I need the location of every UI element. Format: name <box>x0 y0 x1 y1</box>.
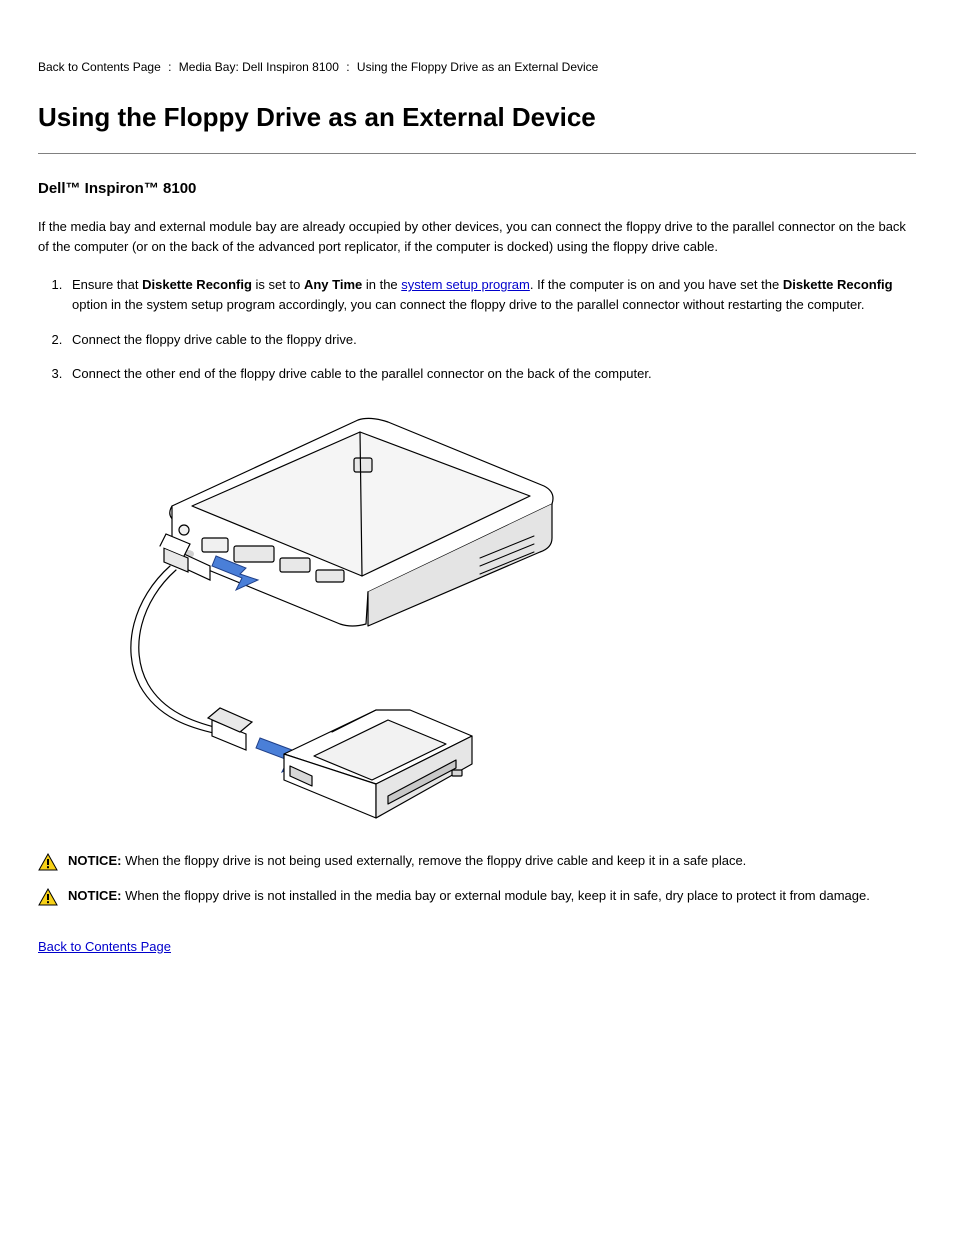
figure-wrap <box>100 398 916 843</box>
notice-2-text: NOTICE: When the floppy drive is not ins… <box>68 886 870 906</box>
notice-2-body: When the floppy drive is not installed i… <box>121 888 869 903</box>
notice-1: NOTICE: When the floppy drive is not bei… <box>38 851 916 876</box>
step-3: Connect the other end of the floppy driv… <box>66 364 916 384</box>
horizontal-rule <box>38 153 916 154</box>
back-link-wrap: Back to Contents Page <box>38 939 916 954</box>
step-1: Ensure that Diskette Reconfig is set to … <box>66 275 916 315</box>
step-1-bold-c: Diskette Reconfig <box>783 277 893 292</box>
notice-1-text: NOTICE: When the floppy drive is not bei… <box>68 851 746 871</box>
step-1-text-b: is set to <box>252 277 304 292</box>
system-setup-link[interactable]: system setup program <box>401 277 530 292</box>
notice-1-body: When the floppy drive is not being used … <box>121 853 746 868</box>
connection-diagram <box>100 398 560 838</box>
breadcrumb: Back to Contents Page : Media Bay: Dell … <box>38 60 916 74</box>
step-1-text-d: . If the computer is on and you have set… <box>530 277 783 292</box>
notice-1-label: NOTICE: <box>68 853 121 868</box>
steps-list: Ensure that Diskette Reconfig is set to … <box>38 275 916 384</box>
step-1-bold-b: Any Time <box>304 277 362 292</box>
notice-2: NOTICE: When the floppy drive is not ins… <box>38 886 916 911</box>
back-to-contents-link[interactable]: Back to Contents Page <box>38 939 171 954</box>
intro-paragraph: If the media bay and external module bay… <box>38 217 916 257</box>
breadcrumb-part-2: Using the Floppy Drive as an External De… <box>357 60 598 74</box>
warning-icon <box>38 853 58 876</box>
page: Back to Contents Page : Media Bay: Dell … <box>0 0 954 1235</box>
subtitle: Dell™ Inspiron™ 8100 <box>38 180 916 197</box>
step-1-text-e: option in the system setup program accor… <box>72 297 864 312</box>
page-title: Using the Floppy Drive as an External De… <box>38 102 916 133</box>
step-2: Connect the floppy drive cable to the fl… <box>66 330 916 350</box>
breadcrumb-part-1: Media Bay: Dell Inspiron 8100 <box>179 60 339 74</box>
step-1-text-a: Ensure that <box>72 277 142 292</box>
breadcrumb-part-0: Back to Contents Page <box>38 60 161 74</box>
notice-2-label: NOTICE: <box>68 888 121 903</box>
warning-icon <box>38 888 58 911</box>
breadcrumb-sep-0: : <box>168 60 171 74</box>
breadcrumb-sep-1: : <box>346 60 349 74</box>
step-1-bold-a: Diskette Reconfig <box>142 277 252 292</box>
step-1-text-c: in the <box>362 277 401 292</box>
